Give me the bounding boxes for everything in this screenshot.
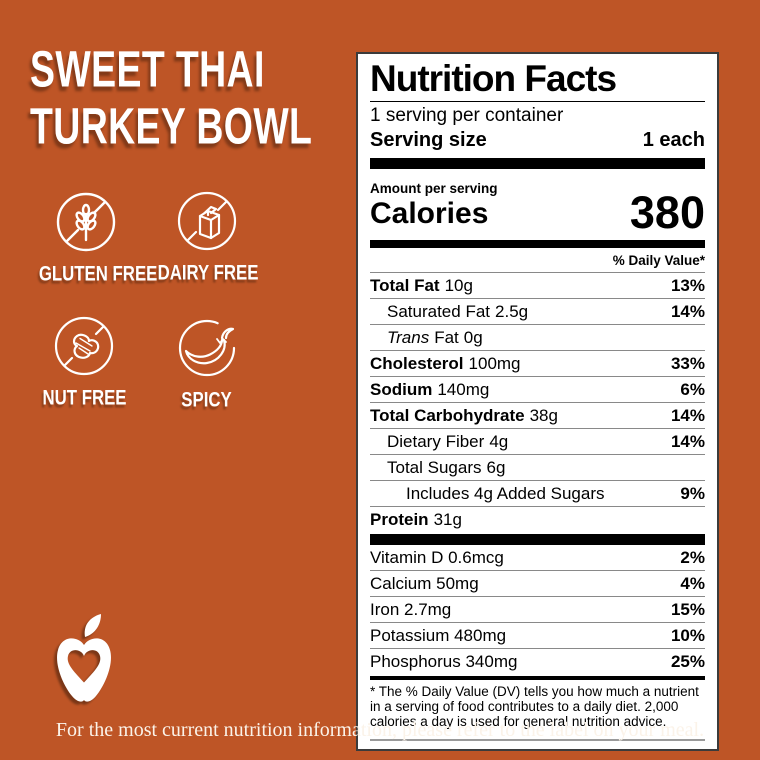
product-title-line2: TURKEY BOWL — [30, 99, 313, 156]
nutrient-row-sodium: Sodium 140mg 6% — [370, 376, 705, 402]
section-divider-thick — [370, 534, 705, 545]
product-title-line1: SWEET THAI — [30, 42, 265, 99]
micronutrient-row-potassium: Potassium 480mg 10% — [370, 622, 705, 648]
micronutrient-row-phosphorus: Phosphorus 340mg 25% — [370, 648, 705, 674]
micronutrient-row-vitamin-d: Vitamin D 0.6mcg 2% — [370, 548, 705, 567]
nutrient-row-protein: Protein 31g — [370, 506, 705, 532]
footer-disclaimer: For the most current nutrition informati… — [55, 719, 705, 741]
peanut-crossed-icon — [54, 316, 114, 376]
section-divider-thick — [370, 158, 705, 169]
micronutrient-row-calcium: Calcium 50mg 4% — [370, 570, 705, 596]
nutrient-row-dietary-fiber: Dietary Fiber 4g 14% — [370, 428, 705, 454]
nutrient-row-total-carbohydrate: Total Carbohydrate 38g 14% — [370, 402, 705, 428]
micronutrient-row-iron: Iron 2.7mg 15% — [370, 596, 705, 622]
nutrient-row-saturated-fat: Saturated Fat 2.5g 14% — [370, 298, 705, 324]
daily-value-header: % Daily Value* — [612, 253, 705, 268]
nutrient-row-total-sugars: Total Sugars 6g — [370, 454, 705, 480]
milk-carton-crossed-icon — [177, 191, 237, 251]
serving-size-row: Serving size 1 each — [370, 127, 705, 156]
badge-gluten-free-label: GLUTEN FREE — [38, 262, 158, 286]
section-divider-thin — [370, 676, 705, 680]
nutrient-row-cholesterol: Cholesterol 100mg 33% — [370, 350, 705, 376]
wheat-crossed-icon — [56, 192, 116, 252]
badge-spicy-label: SPICY — [181, 388, 233, 412]
badge-spicy: SPICY — [145, 316, 269, 412]
nutrient-row-added-sugars: Includes 4g Added Sugars 9% — [370, 480, 705, 506]
badge-dairy-free-label: DAIRY FREE — [157, 261, 259, 285]
apple-heart-logo — [57, 614, 111, 702]
badge-dairy-free: DAIRY FREE — [145, 189, 269, 285]
nutrition-facts-title: Nutrition Facts — [370, 60, 705, 102]
badge-nut-free: NUT FREE — [22, 314, 146, 410]
calories-value: 380 — [629, 187, 705, 238]
chili-pepper-icon — [178, 319, 236, 377]
serving-size-label: Serving size — [370, 129, 487, 151]
product-title: SWEET THAI TURKEY BOWL — [30, 40, 392, 156]
calories-row: Calories 380 — [370, 187, 705, 238]
nutrition-facts-label: Nutrition Facts 1 serving per container … — [356, 52, 719, 751]
servings-per-container: 1 serving per container — [370, 105, 564, 126]
badge-nut-free-label: NUT FREE — [42, 386, 126, 410]
nutrient-row-trans-fat: Trans Fat 0g — [370, 324, 705, 350]
nutrient-row-total-fat: Total Fat 10g 13% — [370, 272, 705, 298]
calories-label: Calories — [370, 197, 489, 230]
badge-gluten-free: GLUTEN FREE — [24, 190, 157, 286]
serving-size-value: 1 each — [642, 129, 705, 151]
daily-value-footnote: * The % Daily Value (DV) tells you how m… — [370, 684, 699, 729]
amount-per-serving-label: Amount per serving — [370, 181, 498, 196]
section-divider-thick — [370, 240, 705, 248]
